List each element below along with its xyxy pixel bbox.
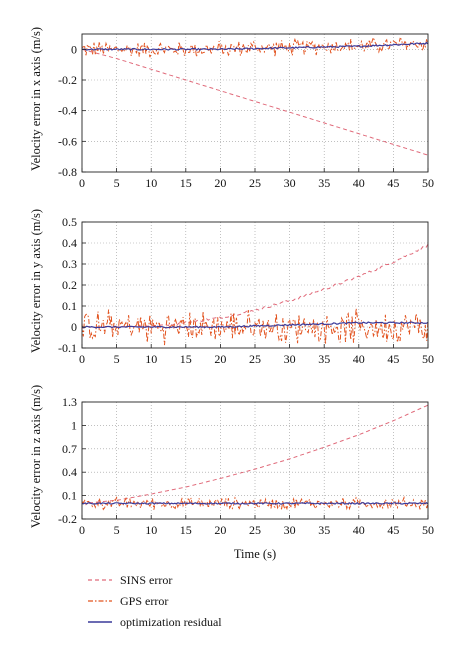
series-gps-error: [81, 35, 429, 58]
x-tick-label: 0: [79, 176, 85, 190]
legend-label-gps: GPS error: [120, 594, 168, 608]
y-tick-label: 0.7: [62, 442, 77, 456]
x-tick-label: 35: [318, 523, 330, 537]
y-tick-label: -0.6: [58, 134, 77, 148]
x-tick-label: 10: [145, 352, 157, 366]
y-tick-label: 1.3: [62, 395, 77, 409]
y-axis-label: Velocity error in x axis (m/s): [29, 27, 43, 171]
x-tick-label: 15: [180, 523, 192, 537]
series-sins-error: [82, 243, 429, 328]
x-tick-label: 20: [214, 352, 226, 366]
x-tick-label: 35: [318, 176, 330, 190]
legend: SINS error GPS error optimization residu…: [88, 573, 222, 629]
x-tick-label: 5: [114, 176, 120, 190]
series-gps-error: [81, 495, 429, 512]
x-tick-label: 10: [145, 176, 157, 190]
y-tick-label: 0.5: [62, 215, 77, 229]
x-tick-label: 0: [79, 352, 85, 366]
y-tick-label: 0.4: [62, 465, 77, 479]
y-tick-label: 0.2: [62, 278, 77, 292]
y-axis-label: Velocity error in y axis (m/s): [29, 209, 43, 353]
series-sins-error: [81, 48, 429, 156]
x-tick-label: 50: [422, 523, 434, 537]
x-tick-label: 40: [353, 523, 365, 537]
panel-3: 0 5 10 15 20 25 30 35 40 45 50 -0.2 0.1 0.4 0.7 1 1.3 Vel…: [29, 385, 434, 561]
x-axis-label: Time (s): [234, 547, 276, 561]
x-tick-label: 30: [284, 523, 296, 537]
series-optimization-residual: [81, 501, 429, 505]
y-tick-label: 0.3: [62, 257, 77, 271]
legend-label-residual: optimization residual: [120, 615, 222, 629]
x-tick-label: 45: [387, 352, 399, 366]
x-tick-label: 50: [422, 352, 434, 366]
panel-2: 0 5 10 15 20 25 30 35 40 45 50-0.100.10.20.30.40.5…: [29, 209, 434, 366]
x-tick-label: 30: [284, 176, 296, 190]
y-tick-label: 0: [71, 42, 77, 56]
series-gps-error: [81, 308, 429, 346]
x-tick-label: 45: [387, 176, 399, 190]
series-sins-error: [81, 404, 429, 504]
y-tick-label: -0.1: [58, 341, 77, 355]
x-tick-label: 35: [318, 352, 330, 366]
x-tick-label: 15: [180, 176, 192, 190]
x-tick-label: 10: [145, 523, 157, 537]
y-tick-label: 1: [71, 418, 77, 432]
x-tick-label: 5: [114, 352, 120, 366]
x-tick-label: 0: [79, 523, 85, 537]
x-tick-label: 20: [214, 523, 226, 537]
x-tick-label: 15: [180, 352, 192, 366]
x-tick-label: 50: [422, 176, 434, 190]
y-tick-label: 0.4: [62, 236, 77, 250]
panel-1: 0 5 10 15 20 25 30 35 40 45 50 -0.8 -0.6 -0.4 -0.2 0 Vel…: [29, 27, 434, 190]
y-tick-label: -0.8: [58, 165, 77, 179]
x-tick-label: 30: [284, 352, 296, 366]
x-tick-label: 25: [249, 176, 261, 190]
legend-label-sins: SINS error: [120, 573, 172, 587]
x-tick-label: 25: [249, 352, 261, 366]
x-tick-label: 40: [353, 176, 365, 190]
y-tick-label: -0.2: [58, 73, 77, 87]
y-axis-label: Velocity error in z axis (m/s): [29, 385, 43, 528]
x-tick-label: 20: [214, 176, 226, 190]
y-tick-label: 0: [71, 320, 77, 334]
x-tick-label: 40: [353, 352, 365, 366]
y-tick-label: -0.2: [58, 512, 77, 526]
x-tick-label: 5: [114, 523, 120, 537]
x-tick-label: 25: [249, 523, 261, 537]
plots-group: 0 5 10 15 20 25 30 35 40 45 50-0.8-0.6-0.4-0.20Vel…: [29, 27, 434, 561]
series-optimization-residual: [81, 41, 429, 51]
y-tick-label: 0.1: [62, 489, 77, 503]
y-tick-label: -0.4: [58, 104, 77, 118]
y-tick-label: 0.1: [62, 299, 77, 313]
x-tick-label: 45: [387, 523, 399, 537]
series-optimization-residual: [81, 321, 429, 329]
